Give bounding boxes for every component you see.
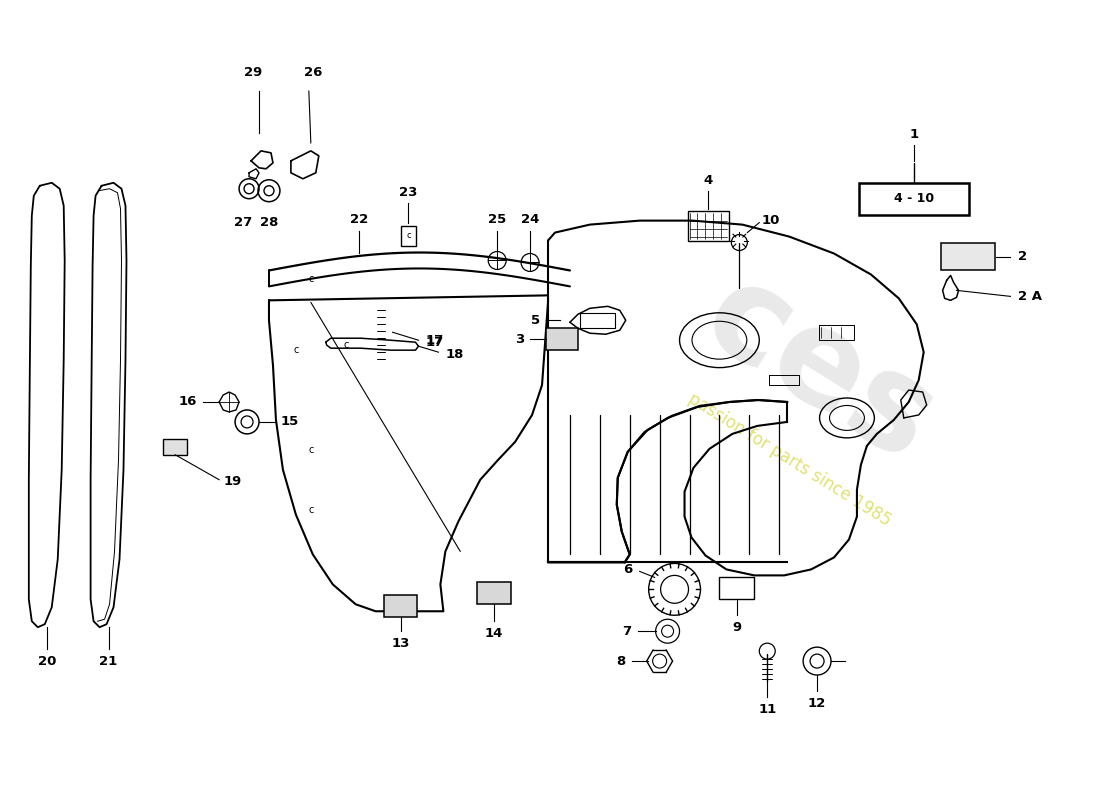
Text: 16: 16	[179, 395, 197, 409]
Text: 28: 28	[260, 216, 278, 229]
Bar	[546, 328, 578, 350]
Text: 17: 17	[426, 334, 443, 346]
Text: 13: 13	[392, 637, 409, 650]
Text: c: c	[308, 505, 314, 514]
Text: 7: 7	[623, 625, 631, 638]
Text: 8: 8	[616, 654, 626, 667]
Bar	[688, 210, 729, 241]
Text: c: c	[294, 345, 298, 355]
Text: 9: 9	[733, 622, 741, 634]
Text: 24: 24	[521, 213, 539, 226]
Text: 25: 25	[488, 213, 506, 226]
Text: c: c	[406, 231, 410, 240]
Text: 29: 29	[244, 66, 262, 79]
Text: c: c	[343, 340, 349, 350]
Bar	[859, 182, 968, 214]
Text: 11: 11	[758, 703, 777, 716]
Text: 12: 12	[807, 697, 826, 710]
Bar	[940, 242, 996, 270]
Text: 10: 10	[761, 214, 780, 227]
Text: passion for parts since 1985: passion for parts since 1985	[684, 390, 893, 530]
Text: 19: 19	[223, 475, 241, 488]
Text: 5: 5	[531, 314, 540, 326]
Text: c: c	[308, 445, 314, 455]
Text: 22: 22	[350, 213, 367, 226]
Text: 21: 21	[99, 655, 118, 668]
Bar	[719, 578, 755, 599]
Text: 4 - 10: 4 - 10	[893, 192, 934, 206]
Text: 2: 2	[1019, 250, 1027, 263]
Text: 1: 1	[910, 128, 918, 141]
Text: 18: 18	[446, 348, 464, 361]
Bar	[580, 314, 615, 328]
Text: 3: 3	[515, 333, 524, 346]
Text: 4: 4	[704, 174, 713, 186]
Text: 26: 26	[304, 66, 322, 79]
Text: 23: 23	[399, 186, 418, 198]
Bar	[163, 439, 187, 455]
Bar	[477, 582, 512, 604]
Text: 15: 15	[280, 415, 299, 429]
Text: 20: 20	[37, 655, 56, 668]
Bar	[400, 226, 417, 246]
Text: 6: 6	[624, 563, 632, 576]
Text: 14: 14	[485, 627, 504, 640]
Text: 27: 27	[234, 216, 252, 229]
Text: ces: ces	[681, 251, 957, 490]
Text: c: c	[308, 274, 314, 285]
Bar	[384, 595, 418, 618]
Text: 2 A: 2 A	[1019, 290, 1043, 303]
Text: 17: 17	[426, 336, 443, 349]
